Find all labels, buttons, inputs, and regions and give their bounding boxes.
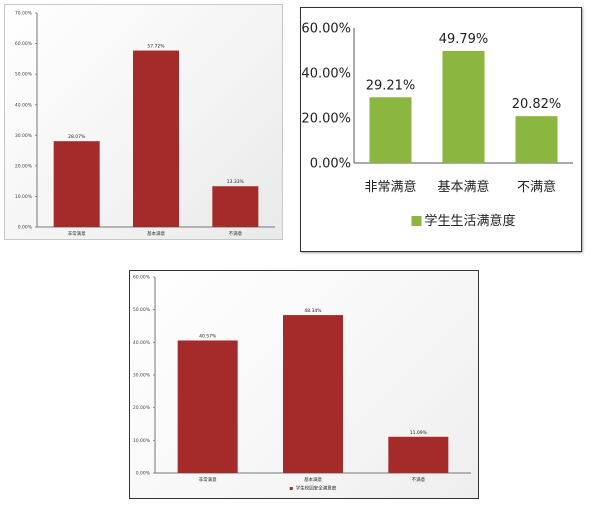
y-tick-label: 0.00% [310, 157, 351, 172]
x-category-label: 非常满意 [364, 179, 416, 195]
chart-student-life: 0.00% 20.00% 40.00% 60.00% 29.21% 非常满意 49.79% 基… [300, 7, 582, 252]
bar-value-label: 40.57% [199, 333, 217, 339]
y-tick-label: 20.00% [133, 405, 151, 411]
chart-culture-activities-svg: 0.00% 10.00% 20.00% 30.00% 40.00% 50.00% 60.00… [15, 11, 275, 237]
bar-3 [388, 436, 449, 473]
y-tick-label: 20.00% [15, 163, 33, 169]
y-tick-label: 70.00% [15, 11, 33, 17]
bar-value-label: 48.34% [304, 308, 322, 314]
bar-1 [177, 340, 238, 473]
y-tick-label: 60.00% [15, 41, 33, 47]
y-tick-label: 0.00% [18, 225, 33, 231]
chart-culture-activities: 0.00% 10.00% 20.00% 30.00% 40.00% 50.00% 60.00… [4, 4, 283, 240]
bar-1 [369, 97, 412, 163]
bar-value-label: 13.33% [227, 179, 245, 185]
legend-swatch [411, 216, 422, 226]
bar-value-label: 57.72% [147, 44, 165, 50]
y-tick-label: 40.00% [15, 102, 33, 108]
bar-1 [53, 141, 100, 227]
bar-2 [442, 50, 485, 163]
bar-value-label: 49.79% [439, 32, 489, 47]
y-tick-label: 0.00% [136, 471, 151, 477]
y-tick-label: 30.00% [133, 373, 151, 379]
y-tick-label: 50.00% [133, 307, 151, 313]
bar-value-label: 28.07% [68, 134, 86, 140]
y-tick-label: 20.00% [301, 112, 351, 127]
legend-label: 学生生活满意度 [425, 213, 516, 229]
y-tick-label: 10.00% [133, 438, 151, 444]
y-tick-label: 40.00% [301, 67, 351, 82]
bar-3 [515, 116, 558, 163]
bar-2 [283, 315, 343, 473]
x-category-label: 不满意 [412, 476, 426, 483]
x-category-label: 基本满意 [304, 476, 322, 483]
bar-value-label: 29.21% [366, 78, 416, 93]
chart-campus-safety-svg: 0.00% 10.00% 20.00% 30.00% 40.00% 50.00% 60.00… [133, 275, 471, 492]
bar-value-label: 20.82% [512, 97, 562, 112]
legend-label: 学生校园安全满意度 [296, 485, 337, 492]
y-tick-label: 50.00% [15, 72, 33, 78]
bar-value-label: 11.09% [410, 430, 428, 436]
y-tick-label: 10.00% [15, 194, 33, 200]
y-tick-label: 60.00% [301, 22, 351, 37]
legend-swatch [289, 487, 293, 490]
bar-3 [212, 186, 259, 227]
y-tick-label: 60.00% [133, 275, 151, 281]
bar-2 [133, 50, 179, 227]
x-category-label: 基本满意 [437, 179, 489, 195]
chart-student-life-svg: 0.00% 20.00% 40.00% 60.00% 29.21% 非常满意 49.79% 基… [301, 22, 573, 229]
x-category-label: 非常满意 [68, 230, 86, 237]
y-tick-label: 40.00% [133, 340, 151, 346]
x-category-label: 基本满意 [147, 230, 165, 237]
x-category-label: 不满意 [517, 179, 556, 195]
x-category-label: 不满意 [229, 230, 243, 237]
y-tick-label: 30.00% [15, 133, 33, 139]
chart-campus-safety: 0.00% 10.00% 20.00% 30.00% 40.00% 50.00% 60.00… [129, 270, 479, 499]
x-category-label: 非常满意 [199, 476, 217, 483]
